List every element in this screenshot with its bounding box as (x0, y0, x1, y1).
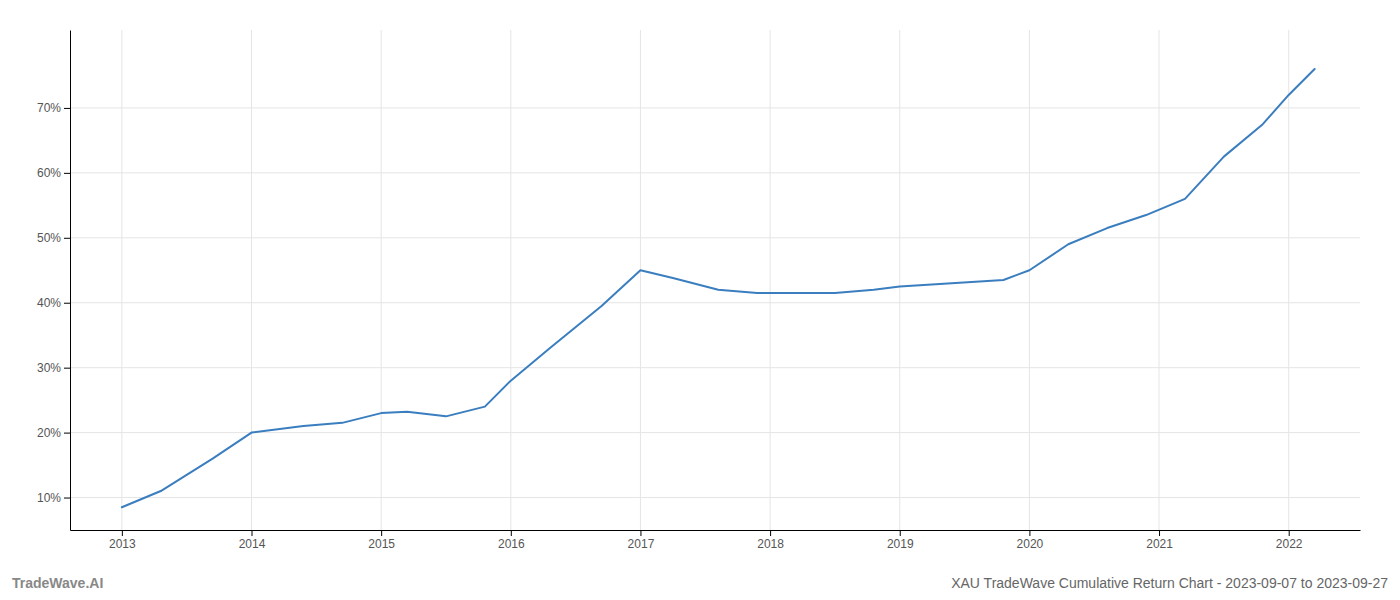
x-grid-line (1288, 30, 1289, 530)
watermark: TradeWave.AI (12, 575, 103, 591)
x-tick-mark (1289, 530, 1290, 536)
y-tick-mark (64, 173, 70, 174)
y-tick-mark (64, 303, 70, 304)
x-tick: 2020 (1017, 530, 1044, 551)
x-tick-label: 2016 (498, 537, 525, 551)
y-tick-label: 30% (37, 361, 61, 375)
y-grid-line (70, 237, 1360, 238)
y-tick-label: 50% (37, 231, 61, 245)
y-tick: 10% (37, 491, 70, 505)
marks (122, 69, 1315, 507)
x-tick-mark (381, 530, 382, 536)
x-tick-mark (770, 530, 771, 536)
x-tick-label: 2018 (757, 537, 784, 551)
x-axis-line (71, 530, 1361, 531)
y-grid-line (70, 497, 1360, 498)
x-tick: 2016 (498, 530, 525, 551)
x-tick-label: 2013 (109, 537, 136, 551)
y-axis-line (70, 31, 71, 531)
x-tick-mark (640, 530, 641, 536)
y-tick-label: 60% (37, 166, 61, 180)
x-tick: 2022 (1276, 530, 1303, 551)
y-grid-line (70, 172, 1360, 173)
grid (70, 30, 1360, 530)
x-grid-line (510, 30, 511, 530)
x-tick-label: 2019 (887, 537, 914, 551)
x-tick-mark (1029, 530, 1030, 536)
y-tick: 70% (37, 101, 70, 115)
x-tick-mark (1159, 530, 1160, 536)
y-tick-mark (64, 108, 70, 109)
x-tick: 2014 (239, 530, 266, 551)
y-tick-label: 40% (37, 296, 61, 310)
plot: 2013 2014 2015 2016 2017 2018 2019 2020 2021 2022… (37, 30, 1361, 551)
y-tick: 40% (37, 296, 70, 310)
x-grid-line (121, 30, 122, 530)
title: XAU TradeWave Cumulative Return Chart - … (951, 575, 1388, 591)
x-tick: 2013 (109, 530, 136, 551)
x-grid-line (770, 30, 771, 530)
x-tick: 2019 (887, 530, 914, 551)
x-tick-label: 2017 (628, 537, 655, 551)
x-tick: 2015 (368, 530, 395, 551)
x-grid-line (899, 30, 900, 530)
line (122, 69, 1315, 507)
y-tick-label: 70% (37, 101, 61, 115)
y-tick-mark (64, 368, 70, 369)
x-tick-mark (122, 530, 123, 536)
y-tick: 20% (37, 426, 70, 440)
x-tick-label: 2022 (1276, 537, 1303, 551)
chart: 2013 2014 2015 2016 2017 2018 2019 2020 2021 2022… (0, 0, 1400, 600)
x-grid-line (251, 30, 252, 530)
x-tick: 2017 (628, 530, 655, 551)
x-grid-line (1029, 30, 1030, 530)
y-grid-line (70, 302, 1360, 303)
x-grid-line (640, 30, 641, 530)
y-grid-line (70, 432, 1360, 433)
x-grid-line (1159, 30, 1160, 530)
x-tick-label: 2014 (239, 537, 266, 551)
y-tick: 60% (37, 166, 70, 180)
x-grid-line (381, 30, 382, 530)
x-tick: 2018 (757, 530, 784, 551)
x-tick-label: 2021 (1146, 537, 1173, 551)
x-tick: 2021 (1146, 530, 1173, 551)
x-tick-mark (511, 530, 512, 536)
x-tick-mark (252, 530, 253, 536)
y-tick-label: 20% (37, 426, 61, 440)
y-tick-mark (64, 498, 70, 499)
y-grid-line (70, 367, 1360, 368)
y-tick-label: 10% (37, 491, 61, 505)
y-axis: 10% 20% 30% 40% 50% 60% 70% (37, 31, 71, 531)
y-tick-mark (64, 433, 70, 434)
x-tick-label: 2020 (1017, 537, 1044, 551)
x-axis: 2013 2014 2015 2016 2017 2018 2019 2020 2021 2022 (71, 530, 1361, 551)
y-tick-mark (64, 238, 70, 239)
y-tick: 30% (37, 361, 70, 375)
x-tick-mark (900, 530, 901, 536)
y-tick: 50% (37, 231, 70, 245)
x-tick-label: 2015 (368, 537, 395, 551)
y-grid-line (70, 107, 1360, 108)
